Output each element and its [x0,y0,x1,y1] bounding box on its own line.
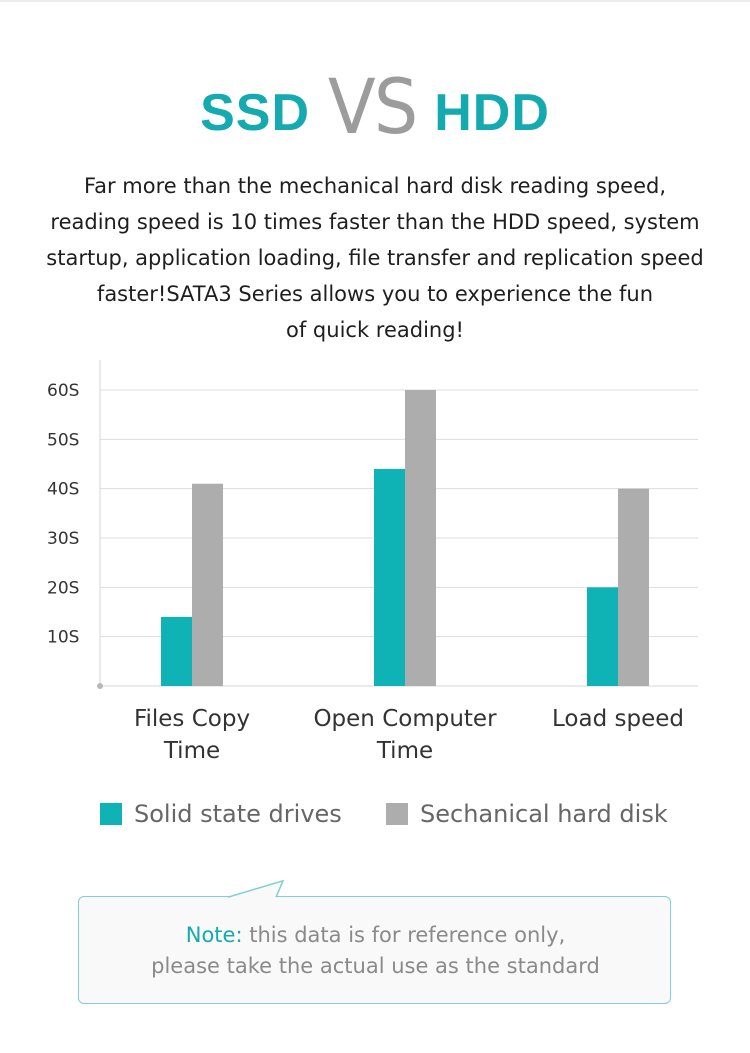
y-tick-label: 10S [47,628,79,648]
y-tick-label: 60S [47,381,79,401]
legend-swatch-ssd [100,803,122,825]
x-category-label: Load speed [552,706,684,732]
description-line: faster!SATA3 Series allows you to experi… [96,282,654,306]
bar-hdd [405,390,436,686]
description-line: startup, application loading, file trans… [46,246,704,270]
note-label: Note: [185,923,243,947]
description: Far more than the mechanical hard disk r… [25,168,725,348]
bar-ssd [161,616,192,686]
chart-legend: Solid state drives Sechanical hard disk [0,800,750,834]
top-divider [0,0,750,2]
y-tick-label: 20S [47,578,79,598]
x-category-label: Time [163,738,220,764]
x-category-label: Time [376,738,433,764]
x-category-label: Files Copy [134,706,250,732]
axis-origin-dot [97,683,103,689]
note-text: Note: this data is for reference only, p… [78,920,673,982]
note-line-2: please take the actual use as the standa… [151,954,600,978]
legend-label-hdd: Sechanical hard disk [420,800,668,828]
note-callout: Note: this data is for reference only, p… [78,880,673,1006]
bar-chart: 10S 20S 30S 40S 50S 60S Files Copy Time Open Com… [47,360,698,764]
legend-item-hdd: Sechanical hard disk [386,800,668,828]
description-line: of quick reading! [286,318,464,342]
note-line-1-text: this data is for reference only, [249,923,566,947]
bar-ssd [374,468,405,686]
note-box [78,896,671,1004]
legend-item-ssd: Solid state drives [100,800,342,828]
title-hdd: HDD [434,84,550,142]
y-tick-label: 50S [47,430,79,450]
bar-hdd [192,483,223,686]
title-vs: VS [327,62,418,151]
bar-hdd [618,488,649,686]
note-line-1: Note: this data is for reference only, [78,920,673,951]
callout-pointer-icon [228,880,285,898]
legend-swatch-hdd [386,803,408,825]
description-line: Far more than the mechanical hard disk r… [83,174,667,198]
legend-label-ssd: Solid state drives [134,800,342,828]
title-ssd: SSD [200,84,310,142]
description-line: reading speed is 10 times faster than th… [50,210,700,234]
x-category-label: Open Computer [313,706,497,732]
y-tick-label: 40S [47,480,79,500]
y-tick-label: 30S [47,529,79,549]
bar-ssd [587,587,618,686]
page-title: SSD VS HDD [0,62,750,152]
